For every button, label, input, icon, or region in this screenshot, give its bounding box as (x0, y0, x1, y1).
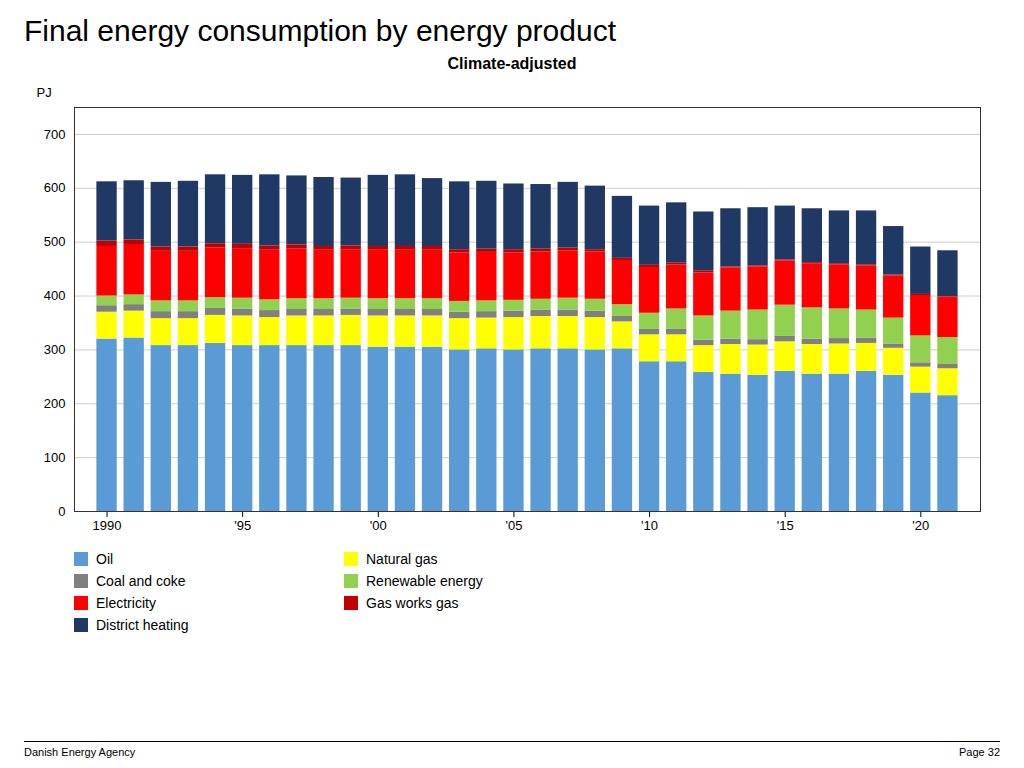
svg-text:0: 0 (58, 503, 65, 518)
svg-text:500: 500 (44, 234, 66, 249)
svg-text:'00: '00 (370, 517, 387, 532)
svg-text:400: 400 (44, 288, 66, 303)
svg-text:'20: '20 (912, 517, 929, 532)
html-text:Final energy consumption by en: Final energy consumption by energy produ… (24, 14, 616, 47)
svg-text:'95: '95 (234, 517, 251, 532)
html-text:District heating: District heating (96, 616, 189, 633)
svg-text:100: 100 (44, 449, 66, 464)
svg-text:'05: '05 (505, 517, 522, 532)
svg-text:'15: '15 (777, 517, 794, 532)
html-text:Climate-adjusted: Climate-adjusted (447, 54, 577, 72)
svg-text:700: 700 (44, 126, 66, 141)
svg-text:600: 600 (44, 180, 66, 195)
svg-text:'10: '10 (641, 517, 658, 532)
html-text:Electricity: Electricity (96, 594, 156, 611)
html-text:Gas works gas: Gas works gas (366, 594, 459, 611)
html-text:Natural gas: Natural gas (366, 550, 438, 567)
html-text:Oil: Oil (96, 550, 114, 567)
html-text:Coal and coke: Coal and coke (96, 572, 186, 589)
svg-text:200: 200 (44, 395, 66, 410)
html-text:Page 32: Page 32 (959, 746, 1000, 758)
html-text:Danish Energy Agency: Danish Energy Agency (24, 746, 136, 758)
svg-text:1990: 1990 (93, 517, 122, 532)
html-text:Renewable energy: Renewable energy (366, 572, 483, 589)
svg-text:300: 300 (44, 342, 66, 357)
svg-text:PJ: PJ (37, 84, 52, 99)
